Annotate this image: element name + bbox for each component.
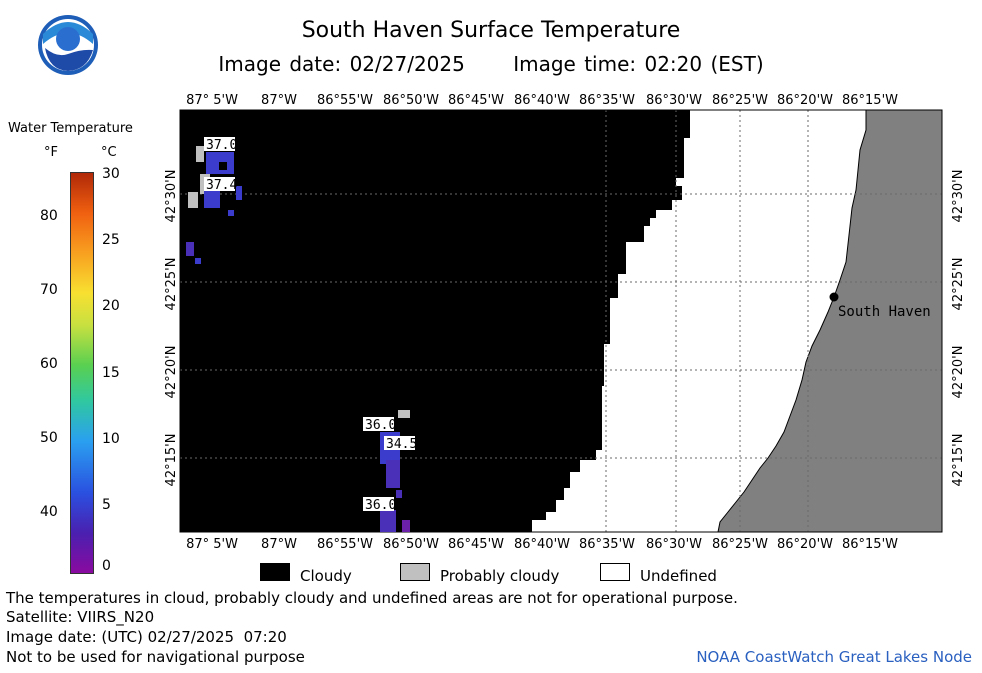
water-temperature-pixel — [204, 186, 220, 208]
land-area — [717, 109, 943, 533]
water-temperature-pixel — [186, 242, 194, 256]
image-time: 02:20 (EST) — [644, 52, 764, 76]
water-temperature-pixel — [398, 410, 410, 418]
unit-celsius: °C — [101, 145, 117, 160]
undefined-label: Undefined — [640, 567, 717, 585]
lat-label: 42°15'N — [164, 434, 179, 487]
water-temperature-pixel — [402, 520, 410, 532]
image-datetime: Image date: 02/27/2025 Image time: 02:20… — [0, 52, 982, 76]
lon-label: 86°20'W — [777, 537, 833, 552]
water-temperature-pixel — [386, 460, 400, 488]
temp-label: 36.0 — [365, 498, 396, 513]
tick-c: 10 — [102, 431, 120, 447]
lon-label: 86°50'W — [383, 537, 439, 552]
lon-label: 86°55'W — [317, 93, 373, 108]
longitude-labels-bottom: 87° 5'W 87°W 86°55'W 86°50'W 86°45'W 86°… — [186, 537, 898, 552]
temp-label-box — [204, 137, 235, 151]
temp-label: 36.0 — [365, 418, 396, 433]
lon-label: 87° 5'W — [186, 537, 238, 552]
undefined-swatch — [600, 563, 630, 581]
lat-label: 42°15'N — [951, 434, 966, 487]
lon-label: 87°W — [261, 537, 297, 552]
latitude-labels-right: 42°30'N 42°25'N 42°20'N 42°15'N — [951, 170, 966, 487]
water-temperature-pixel — [219, 162, 227, 170]
water-temperature-pixel — [236, 186, 242, 200]
page-title: South Haven Surface Temperature — [301, 18, 681, 43]
lon-label: 86°45'W — [448, 537, 504, 552]
tick-f: 60 — [40, 356, 58, 372]
temp-label: 37.4 — [206, 178, 237, 193]
lat-label: 42°30'N — [164, 170, 179, 223]
temp-label-box — [204, 177, 235, 191]
utc-date-text: Image date: (UTC) 02/27/2025 07:20 — [6, 628, 287, 646]
cloudy-label: Cloudy — [300, 567, 352, 585]
lon-label: 86°55'W — [317, 537, 373, 552]
unit-fahrenheit: °F — [44, 145, 58, 160]
city-marker-icon — [829, 292, 839, 302]
tick-f: 50 — [40, 430, 58, 446]
lon-label: 86°25'W — [712, 537, 768, 552]
date-label: Image date: — [218, 52, 342, 76]
probably-cloudy-swatch — [400, 563, 430, 581]
lon-label: 86°15'W — [842, 93, 898, 108]
city-label: South Haven — [838, 304, 931, 320]
lat-label: 42°20'N — [951, 346, 966, 399]
water-temperature-pixel — [195, 258, 201, 264]
tick-c: 25 — [102, 232, 120, 248]
temp-label-box — [384, 436, 415, 450]
navigation-warning: Not to be used for navigational purpose — [6, 648, 305, 666]
tick-c: 30 — [102, 166, 120, 182]
noaa-logo — [37, 14, 99, 76]
lon-label: 86°35'W — [579, 93, 635, 108]
tick-f: 80 — [40, 208, 58, 224]
water-temperature-pixel — [188, 192, 198, 208]
time-label: Image time: — [513, 52, 637, 76]
satellite-text: Satellite: VIIRS_N20 — [6, 608, 155, 626]
water-temperature-pixel — [396, 490, 402, 498]
tick-f: 70 — [40, 282, 58, 298]
water-temperature-pixel — [380, 510, 396, 532]
lat-label: 42°30'N — [951, 170, 966, 223]
tick-c: 20 — [102, 298, 120, 314]
tick-c: 5 — [102, 497, 111, 513]
temp-label: 34.5 — [386, 437, 417, 452]
probably-cloudy-label: Probably cloudy — [440, 567, 560, 585]
longitude-labels-top: 87° 5'W 87°W 86°55'W 86°50'W 86°45'W 86°… — [186, 93, 898, 108]
temperature-colorbar — [70, 172, 94, 574]
map-grid — [180, 110, 942, 532]
temp-label: 37.0 — [206, 138, 237, 153]
lon-label: 86°25'W — [712, 93, 768, 108]
lon-label: 86°20'W — [777, 93, 833, 108]
lon-label: 86°15'W — [842, 537, 898, 552]
legend-title: Water Temperature — [8, 121, 133, 136]
temp-label-box — [363, 497, 394, 511]
disclaimer-text: The temperatures in cloud, probably clou… — [6, 589, 738, 607]
credit-link[interactable]: NOAA CoastWatch Great Lakes Node — [696, 648, 972, 666]
water-temperature-pixel — [228, 210, 234, 216]
latitude-labels-left: 42°30'N 42°25'N 42°20'N 42°15'N — [164, 170, 179, 487]
lon-label: 86°35'W — [579, 537, 635, 552]
tick-c: 0 — [102, 558, 111, 574]
tick-f: 40 — [40, 504, 58, 520]
map-frame — [179, 109, 943, 533]
lon-label: 86°30'W — [646, 93, 702, 108]
lon-label: 86°40'W — [514, 93, 570, 108]
temp-label-box — [363, 417, 394, 431]
lon-label: 86°40'W — [514, 537, 570, 552]
lon-label: 86°45'W — [448, 93, 504, 108]
lat-label: 42°25'N — [951, 258, 966, 311]
image-date: 02/27/2025 — [349, 52, 465, 76]
water-temperature-pixel — [196, 146, 204, 162]
lon-label: 86°30'W — [646, 537, 702, 552]
map-area: 37.0 37.4 36.0 34.5 36.0 South Haven — [179, 109, 943, 533]
lat-label: 42°25'N — [164, 258, 179, 311]
cloud-area — [180, 110, 690, 532]
tick-c: 15 — [102, 365, 120, 381]
cloudy-swatch — [260, 563, 290, 581]
lat-label: 42°20'N — [164, 346, 179, 399]
lon-label: 86°50'W — [383, 93, 439, 108]
lon-label: 87°W — [261, 93, 297, 108]
lon-label: 87° 5'W — [186, 93, 238, 108]
